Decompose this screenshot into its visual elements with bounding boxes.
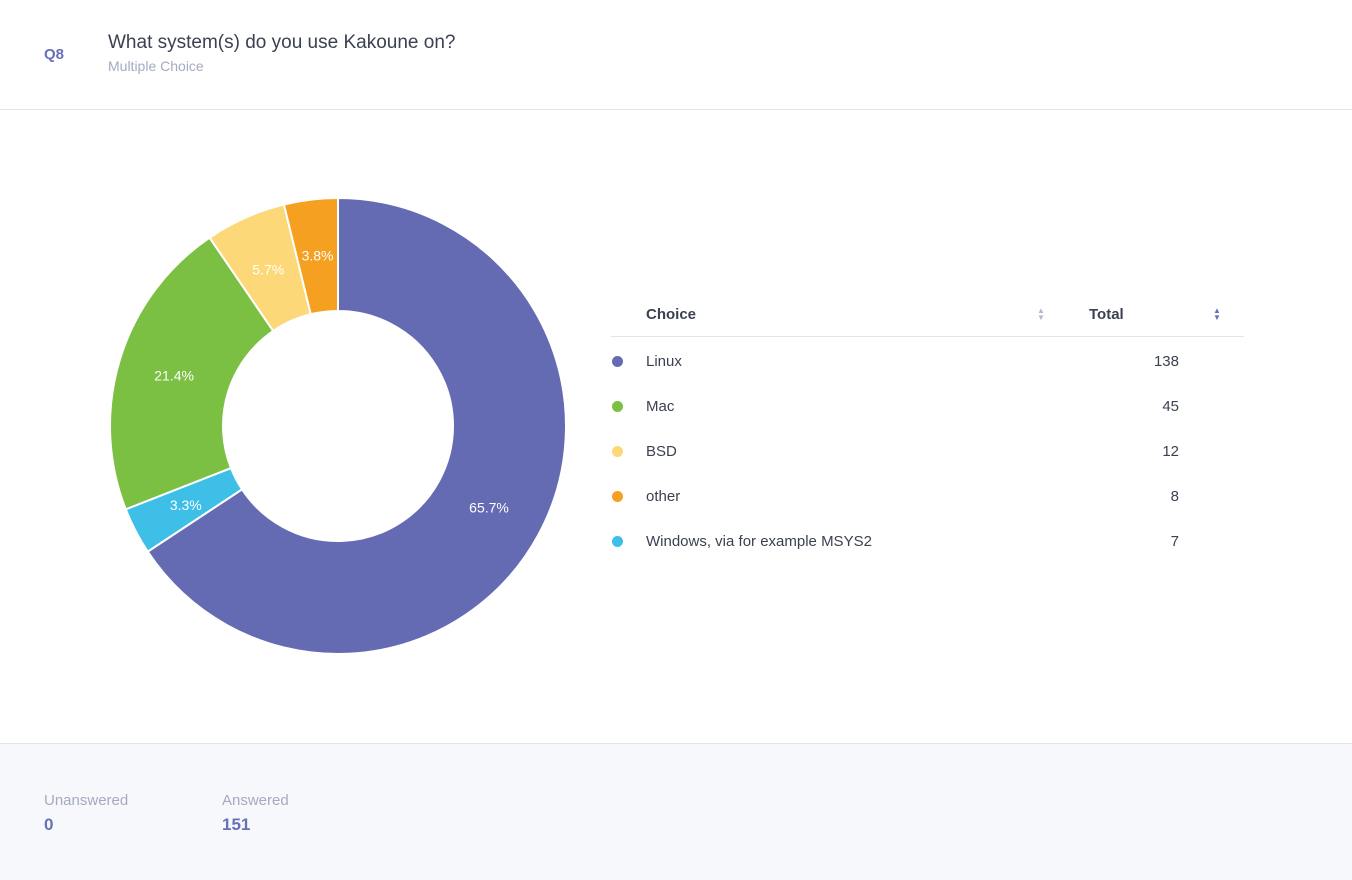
choice-label: other bbox=[646, 488, 681, 505]
choice-label: Linux bbox=[646, 353, 682, 370]
legend-dot bbox=[612, 356, 623, 367]
table-row: Mac 45 bbox=[611, 382, 1244, 427]
summary-footer: Unanswered 0 Answered 151 bbox=[0, 743, 1352, 880]
answered-label: Answered bbox=[222, 792, 289, 809]
question-title: What system(s) do you use Kakoune on? bbox=[108, 32, 456, 53]
choice-total: 8 bbox=[1170, 488, 1179, 505]
sort-icon[interactable]: ▲ ▼ bbox=[1213, 306, 1221, 322]
slice-percent-label: 3.8% bbox=[302, 248, 334, 264]
column-header-total[interactable]: Total bbox=[1089, 306, 1124, 323]
legend-dot bbox=[612, 401, 623, 412]
slice-percent-label: 3.3% bbox=[170, 497, 202, 513]
question-number: Q8 bbox=[44, 46, 65, 63]
question-header: Q8 What system(s) do you use Kakoune on?… bbox=[0, 0, 1352, 110]
legend-dot bbox=[612, 536, 623, 547]
slice-percent-label: 65.7% bbox=[469, 499, 509, 515]
table-row: Linux 138 bbox=[611, 337, 1244, 382]
answered-stat: Answered 151 bbox=[222, 792, 289, 835]
slice-percent-label: 5.7% bbox=[252, 261, 284, 277]
choice-label: Windows, via for example MSYS2 bbox=[646, 533, 872, 550]
slice-mac[interactable] bbox=[109, 236, 275, 511]
unanswered-stat: Unanswered 0 bbox=[44, 792, 128, 835]
column-header-choice[interactable]: Choice bbox=[646, 306, 697, 323]
choice-total: 12 bbox=[1162, 443, 1179, 460]
choice-total: 7 bbox=[1170, 533, 1179, 550]
unanswered-count: 0 bbox=[44, 815, 54, 834]
choice-total: 45 bbox=[1162, 398, 1179, 415]
choice-label: Mac bbox=[646, 398, 675, 415]
choice-total: 138 bbox=[1153, 353, 1179, 370]
table-row: Windows, via for example MSYS2 7 bbox=[611, 517, 1244, 562]
table-header: Choice ▲ ▼ Total ▲ ▼ bbox=[611, 296, 1244, 337]
legend-dot bbox=[612, 491, 623, 502]
unanswered-label: Unanswered bbox=[44, 792, 129, 809]
table-row: other 8 bbox=[611, 472, 1244, 517]
donut-chart: 65.7% 3.3% 21.4% 5.7% 3.8% bbox=[109, 196, 567, 655]
sort-icon[interactable]: ▲ ▼ bbox=[1037, 306, 1045, 322]
choice-label: BSD bbox=[646, 443, 677, 460]
slice-percent-label: 21.4% bbox=[154, 367, 194, 383]
answered-count: 151 bbox=[222, 815, 251, 834]
slice-linux[interactable] bbox=[146, 196, 567, 655]
choice-table: Choice ▲ ▼ Total ▲ ▼ Linux 138 Mac 45 BSD … bbox=[611, 296, 1244, 562]
table-row: BSD 12 bbox=[611, 427, 1244, 472]
question-type: Multiple Choice bbox=[108, 58, 204, 74]
legend-dot bbox=[612, 446, 623, 457]
slice-other[interactable] bbox=[282, 196, 339, 316]
